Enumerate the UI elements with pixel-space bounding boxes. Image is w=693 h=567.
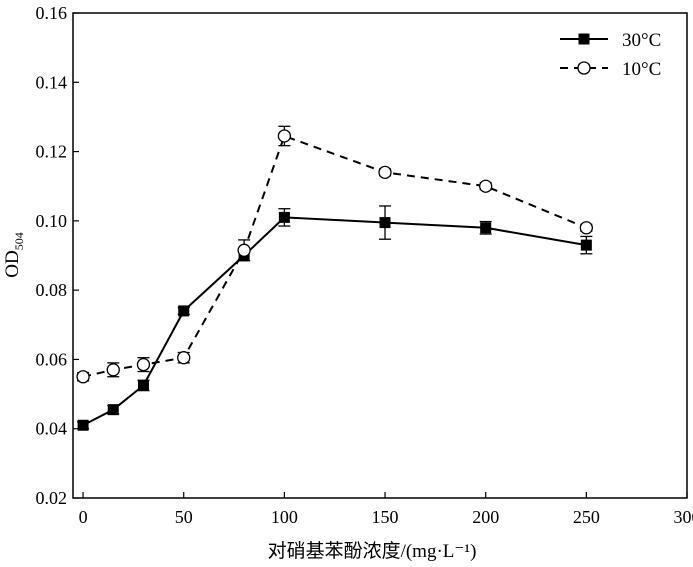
series-1-line	[82, 216, 587, 427]
legend-marker-series-1	[578, 33, 590, 45]
y-tick-label: 0.14	[36, 72, 68, 92]
x-tick-label: 250	[573, 507, 600, 527]
plot-area	[72, 12, 688, 499]
x-tick-label: 300	[674, 507, 693, 527]
series-layer	[76, 125, 593, 431]
data-point	[580, 239, 592, 251]
y-tick-label: 0.10	[36, 211, 68, 231]
data-point	[379, 217, 391, 229]
plot-frame	[72, 12, 688, 499]
series-2-line	[82, 134, 587, 378]
y-tick-label: 0.08	[36, 280, 68, 300]
y-tick-label: 0.12	[36, 142, 68, 162]
data-point	[178, 305, 190, 317]
ticks-layer: 0 50 100 150 200 250 300 0.02 0.04 0.06 0.08 0.10 0.…	[36, 3, 693, 527]
y-axis-title: OD504	[2, 232, 26, 277]
x-tick-label: 0	[79, 507, 88, 527]
series-2	[76, 125, 593, 384]
y-tick-label: 0.06	[36, 349, 68, 369]
y-tick-label: 0.02	[36, 488, 68, 508]
x-tick-label: 150	[372, 507, 399, 527]
legend-label-series-2: 10°C	[622, 59, 661, 80]
x-tick-label: 200	[472, 507, 499, 527]
legend: 30°C 10°C	[560, 30, 661, 80]
data-point	[107, 404, 119, 416]
data-point	[136, 357, 151, 372]
data-point	[579, 221, 593, 235]
data-point	[237, 243, 251, 257]
x-tick-label: 50	[175, 507, 193, 527]
data-point	[378, 165, 392, 180]
data-point	[137, 379, 149, 391]
y-tick-label: 0.16	[36, 3, 68, 23]
data-point	[76, 370, 90, 384]
legend-marker-series-2	[577, 61, 591, 75]
data-point	[106, 363, 120, 377]
x-axis-title: 对硝基苯酚浓度/(mg·L⁻¹)	[268, 540, 477, 562]
y-axis-title-main: OD	[2, 250, 23, 277]
y-tick-label: 0.04	[36, 419, 68, 439]
data-point	[277, 129, 292, 143]
data-point	[278, 211, 290, 223]
x-tick-label: 100	[271, 507, 298, 527]
series-1	[77, 205, 593, 431]
legend-label-series-1: 30°C	[622, 30, 661, 51]
y-axis-title-sub: 504	[12, 232, 26, 250]
data-point	[479, 179, 493, 193]
data-point	[77, 419, 89, 431]
data-point	[480, 222, 492, 234]
data-point	[177, 351, 191, 365]
